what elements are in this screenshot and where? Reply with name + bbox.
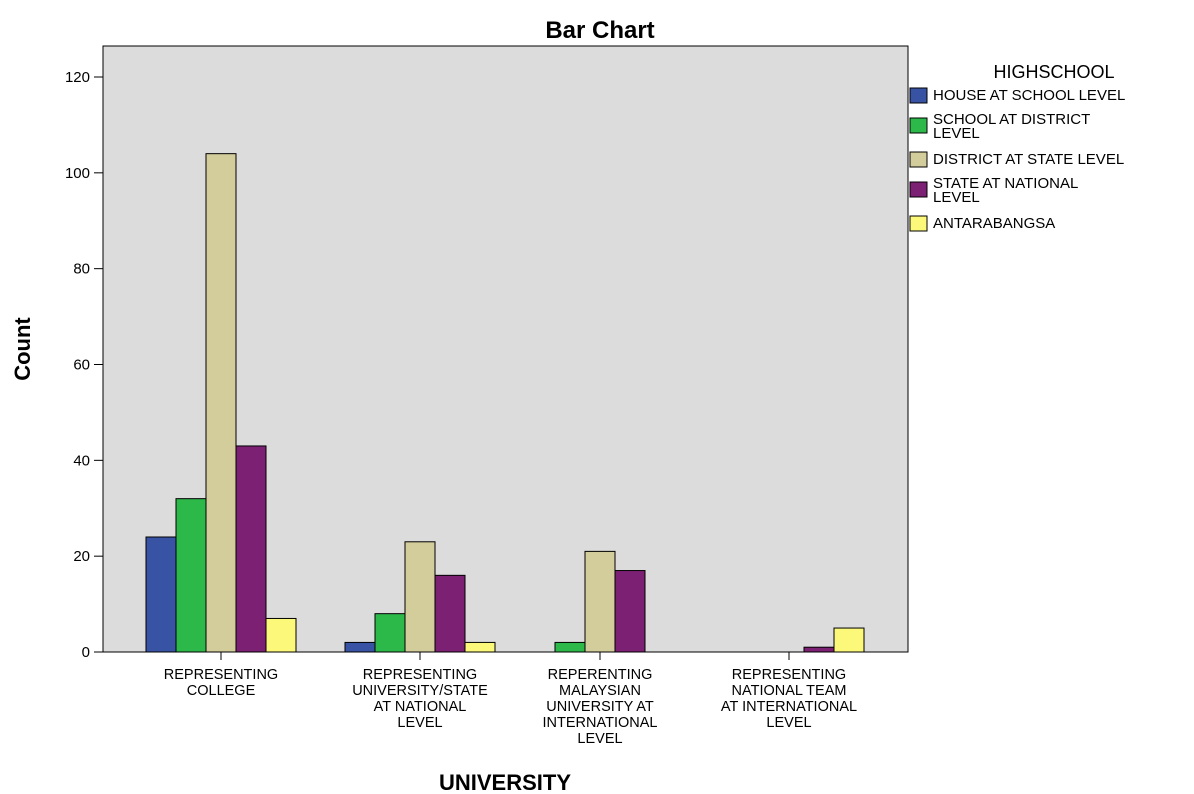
bars-group <box>145 153 865 653</box>
x-tick-label-line: LEVEL <box>766 715 811 731</box>
chart-title: Bar Chart <box>545 17 654 44</box>
bar <box>434 574 466 653</box>
legend-title: HIGHSCHOOL <box>993 62 1114 82</box>
legend-label-line: DISTRICT AT STATE LEVEL <box>933 151 1124 168</box>
x-tick-label-line: MALAYSIAN <box>559 683 641 699</box>
legend-label: STATE AT NATIONAL LEVEL <box>933 175 1078 206</box>
bar <box>614 570 646 653</box>
bar <box>584 550 616 653</box>
y-tick-label: 60 <box>73 357 90 374</box>
legend-label: HOUSE AT SCHOOL LEVEL <box>933 87 1125 104</box>
x-tick-label-line: REPRESENTING <box>363 667 477 683</box>
y-tick-label: 100 <box>65 165 90 182</box>
x-tick-label: REPRESENTING COLLEGE <box>164 667 278 699</box>
x-tick-label-line: REPRESENTING <box>732 667 846 683</box>
legend-label-line: LEVEL <box>933 125 980 142</box>
bar <box>265 617 297 653</box>
y-tick-label: 40 <box>73 452 90 469</box>
bar <box>464 641 496 653</box>
legend-label: DISTRICT AT STATE LEVEL <box>933 151 1124 168</box>
bar <box>175 498 207 653</box>
x-tick-label-line: REPRESENTING <box>164 667 278 683</box>
x-tick-label-line: LEVEL <box>577 731 622 747</box>
x-tick-label-line: NATIONAL TEAM <box>732 683 847 699</box>
bar <box>235 445 267 653</box>
bar <box>344 641 376 653</box>
x-tick-label-line: UNIVERSITY/STATE <box>352 683 488 699</box>
x-tick-label: REPRESENTING UNIVERSITY/STATE AT NATIONAL L… <box>352 667 488 731</box>
legend-label-line: SCHOOL AT DISTRICT <box>933 111 1090 128</box>
bar <box>803 646 835 653</box>
x-tick-label-line: UNIVERSITY AT <box>546 699 654 715</box>
legend-swatch <box>909 87 928 104</box>
y-tick-label: 20 <box>73 548 90 565</box>
legend: HIGHSCHOOL HOUSE AT SCHOOL LEVEL SCHOOL A… <box>909 62 1125 232</box>
bar <box>833 627 865 653</box>
x-tick-label: REPERENTING MALAYSIAN UNIVERSITY AT INTERNA… <box>543 667 658 747</box>
bar <box>404 541 436 653</box>
x-tick-label-line: REPERENTING <box>548 667 653 683</box>
x-tick-label-line: COLLEGE <box>187 683 256 699</box>
x-tick-label-line: INTERNATIONAL <box>543 715 658 731</box>
legend-swatch <box>909 181 928 198</box>
legend-label: ANTARABANGSA <box>933 215 1055 232</box>
y-tick-label: 80 <box>73 261 90 278</box>
x-tick-label-line: LEVEL <box>397 715 442 731</box>
legend-label-line: HOUSE AT SCHOOL LEVEL <box>933 87 1125 104</box>
bar <box>554 641 586 653</box>
bar <box>374 613 406 653</box>
y-axis: 0 20 40 60 80 100 120 <box>65 69 103 661</box>
x-tick-label-line: AT NATIONAL <box>374 699 467 715</box>
legend-label-line: STATE AT NATIONAL <box>933 175 1078 192</box>
legend-swatch <box>909 151 928 168</box>
bar <box>205 153 237 653</box>
legend-label: SCHOOL AT DISTRICT LEVEL <box>933 111 1090 142</box>
x-axis-title: UNIVERSITY <box>439 770 571 794</box>
x-tick-label-line: AT INTERNATIONAL <box>721 699 857 715</box>
legend-label-line: ANTARABANGSA <box>933 215 1055 232</box>
legend-swatch <box>909 215 928 232</box>
legend-label-line: LEVEL <box>933 189 980 206</box>
y-axis-title: Count <box>10 317 35 381</box>
bar <box>145 536 177 653</box>
x-tick-label: REPRESENTING NATIONAL TEAM AT INTERNATIONA… <box>721 667 857 731</box>
y-tick-label: 0 <box>82 644 90 661</box>
y-tick-label: 120 <box>65 69 90 86</box>
legend-swatch <box>909 117 928 134</box>
